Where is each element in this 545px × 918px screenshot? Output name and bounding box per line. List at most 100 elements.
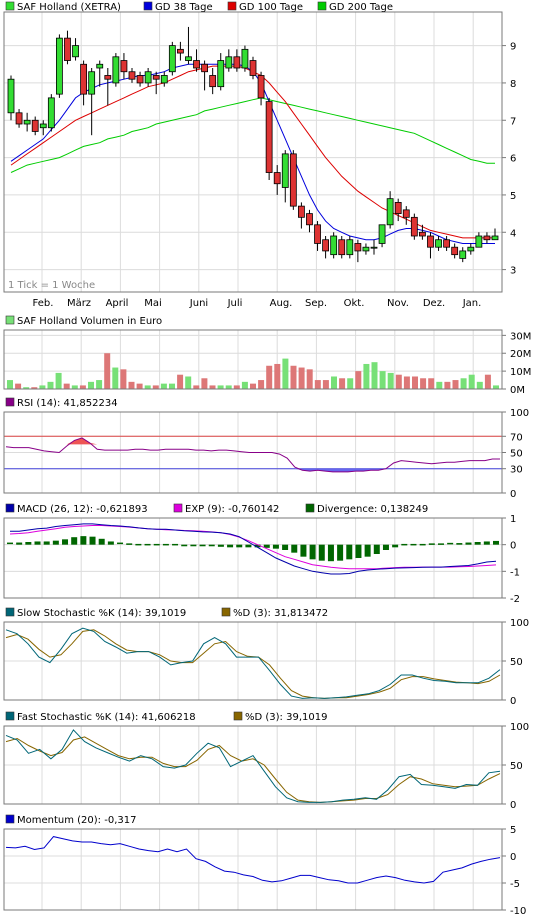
candle [96,60,104,87]
volume-bar [39,385,46,389]
divergence-bar [410,543,417,546]
x-axis-label: Nov. [387,298,409,309]
candle-body [402,209,410,218]
candle-body [273,172,281,185]
divergence-bar [254,544,261,548]
volume-bar [169,383,175,389]
candle-body [346,239,354,256]
volume-bar [484,374,491,389]
fast-stochastic-panel: 100 50 0 Fast Stochastic %K (14): 41,606218… [3,711,529,811]
tick-note: 1 Tick = 1 Woche [8,280,95,291]
divergence-bar [428,543,435,545]
divergence-bar [245,544,252,548]
x-axis-label: März [67,298,91,309]
x-axis-label: Sep. [305,298,327,309]
legend-entry: SAF Holland Volumen in Euro [17,316,162,327]
candle-body [193,60,200,69]
volume-panel: 30M 20M 10M 0M SAF Holland Volumen in Euro [3,315,531,396]
candle-body [314,224,321,244]
candle-body [15,112,23,125]
candle [483,232,491,244]
rsi-frame [3,411,503,494]
legend-swatch [5,503,15,513]
candle [168,41,176,76]
candle [56,34,63,98]
candle [144,68,152,87]
candle [257,71,265,106]
legend-swatch [221,607,231,617]
divergence-bar [236,544,243,548]
fast-stochastic-frame [3,725,503,805]
candle [475,232,483,248]
slow-stochastic-frame [3,621,503,701]
divergence-bar [107,541,114,545]
candle [15,109,23,128]
divergence-bar [227,544,234,548]
candle [265,97,273,180]
candle-body [120,60,128,73]
candle [120,53,128,80]
x-axis-label: Okt. [344,298,365,309]
legend-entry: GD 200 Tage [329,2,393,13]
candle-body [289,153,297,207]
candle [225,49,233,72]
legend-entry: %D (3): 31,813472 [233,608,328,619]
divergence-bar [456,543,463,545]
volume-bar [403,376,410,389]
candle [322,236,330,259]
candle-body [176,48,184,54]
candle-body [297,205,305,218]
candle-body [144,71,152,84]
candle-body [201,63,209,73]
volume-bar [55,372,62,389]
divergence-bar [337,544,344,561]
candle [88,68,96,136]
candle-body [160,75,168,84]
candle-body [427,235,434,248]
divergence-bar [43,541,50,545]
y-tick-label: 70 [510,432,523,443]
legend-swatch [5,315,15,325]
volume-bar [31,387,38,389]
volume-bar [71,385,78,389]
y-tick-label: 3 [510,266,516,277]
volume-bar [460,378,467,389]
legend-entry: MACD (26, 12): -0,621893 [17,504,148,515]
candle-body [265,101,273,173]
volume-bar [209,385,216,389]
candle [193,49,200,72]
fast-stochastic-k-line [5,729,501,803]
candle [354,239,362,263]
candle [297,202,305,229]
volume-bar [282,358,289,389]
candle-body [306,213,313,226]
volume-bar [371,362,378,389]
volume-bar [476,381,483,389]
candle [410,213,418,240]
momentum-panel: 5 0 -5 -10 Momentum (20): -0,317 [3,814,526,917]
divergence-bar [126,543,133,545]
candle [7,75,15,121]
candle [209,68,217,95]
candle [330,232,338,259]
divergence-bar [346,544,353,560]
divergence-bar [392,544,399,548]
volume-bar [379,371,386,389]
volume-bar [120,369,127,389]
candle [128,68,136,83]
candle [338,236,346,259]
candle [64,30,71,65]
candle-body [136,75,144,84]
candle-body [233,56,241,69]
candle [306,209,313,233]
y-tick-label: 4 [510,228,516,239]
candle-body [209,75,217,88]
divergence-bar [199,544,206,547]
candle-body [394,201,402,214]
volume-bar [355,371,362,389]
candle-body [459,250,467,259]
volume-bar [266,365,273,389]
volume-frame [3,329,503,390]
volume-bar [420,378,427,389]
divergence-bar [382,544,389,550]
